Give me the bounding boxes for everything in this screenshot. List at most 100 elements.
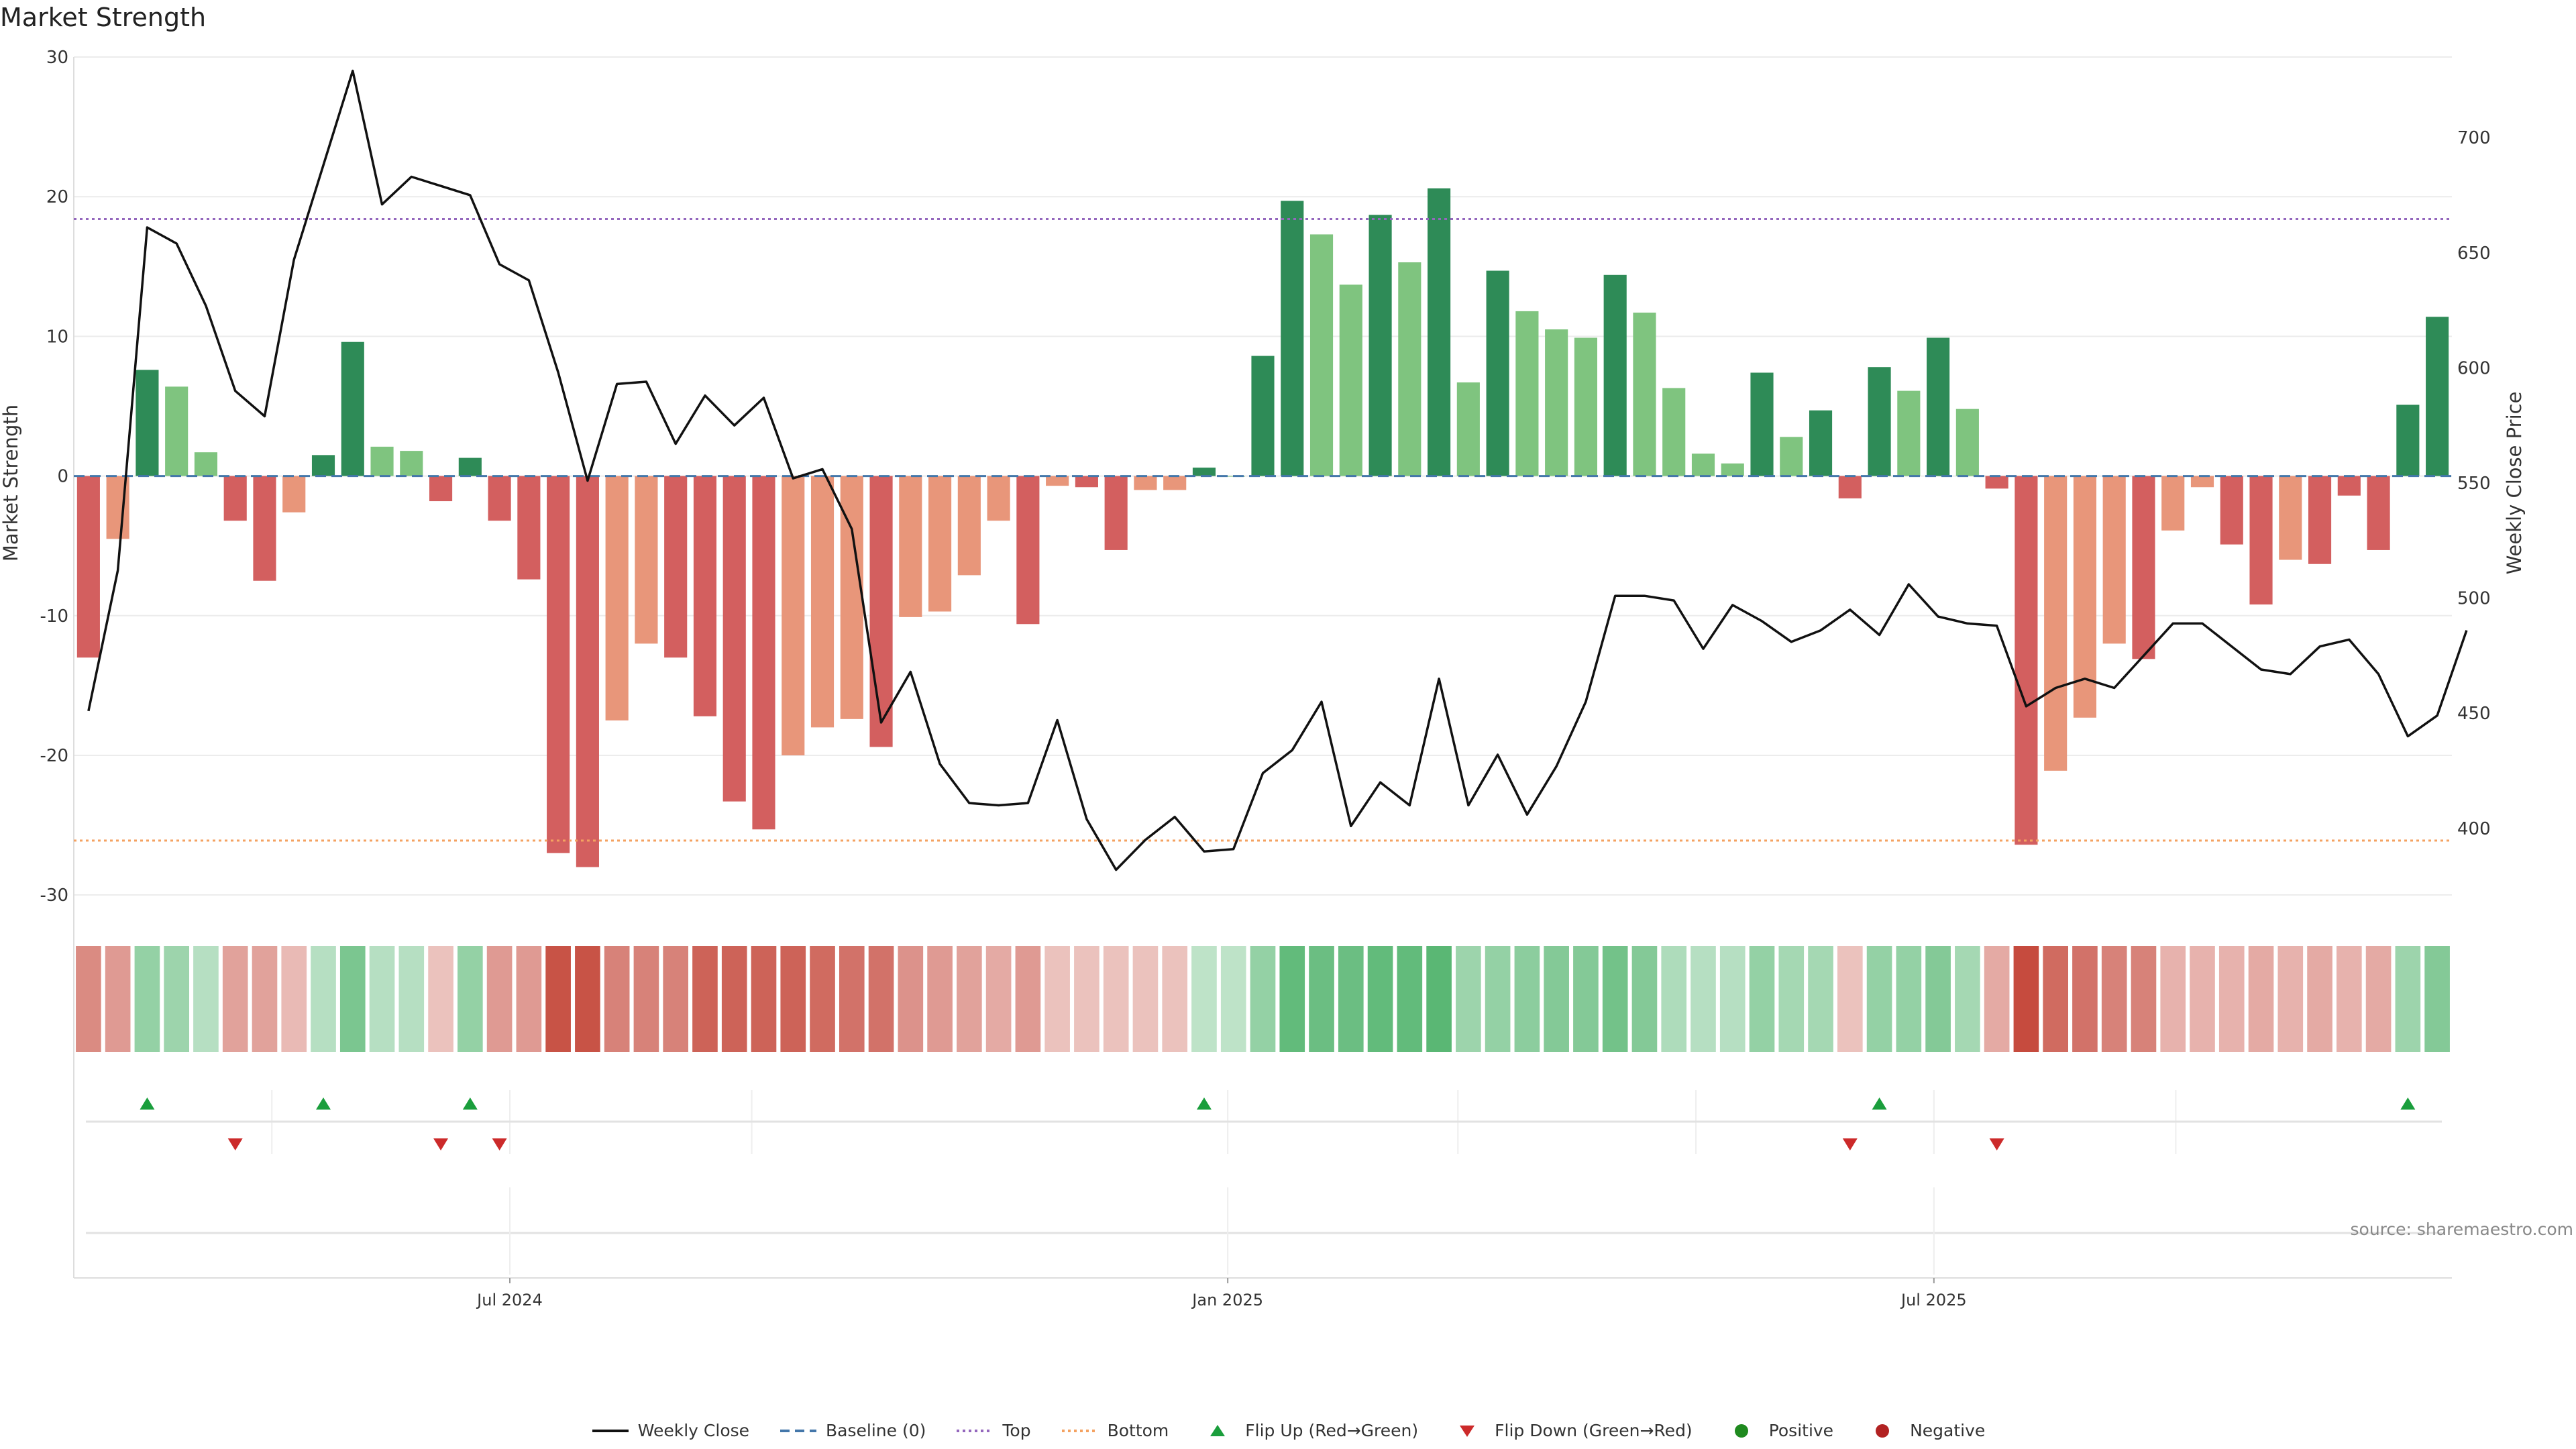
strength-bar	[1134, 476, 1157, 490]
strength-bar	[2367, 476, 2390, 550]
legend: Weekly Close Baseline (0) Top Bottom Flip Up…	[0, 1421, 2576, 1440]
heat-cell	[398, 946, 425, 1052]
flip-up-marker	[2400, 1097, 2416, 1110]
heat-cell	[1367, 946, 1393, 1052]
heat-cell	[1925, 946, 1951, 1052]
heat-cell	[868, 946, 894, 1052]
heat-cell	[898, 946, 924, 1052]
legend-label: Top	[1002, 1421, 1031, 1440]
strength-bar	[1515, 311, 1539, 476]
heat-cell	[458, 946, 483, 1052]
strength-bar	[2132, 476, 2155, 659]
strength-bar	[136, 370, 159, 476]
heat-cell	[1808, 946, 1833, 1052]
heat-cell	[2248, 946, 2274, 1052]
heat-cell	[193, 946, 219, 1052]
heat-cell	[2131, 946, 2157, 1052]
strength-bar	[429, 476, 453, 502]
strength-bar	[1691, 453, 1715, 476]
flip-down-marker	[433, 1138, 449, 1150]
strength-bar	[1251, 356, 1275, 476]
heat-cell	[1719, 946, 1746, 1052]
strength-bar	[2396, 405, 2420, 476]
legend-label: Weekly Close	[637, 1421, 750, 1440]
strength-bar	[1428, 188, 1451, 476]
legend-item: Positive	[1722, 1421, 1833, 1440]
strength-bar	[194, 452, 218, 476]
flip-down-marker	[1989, 1138, 2004, 1150]
strength-bar	[635, 476, 658, 644]
flip-down-marker	[1842, 1138, 1858, 1150]
heat-cell	[2365, 946, 2392, 1052]
heat-cell	[1602, 946, 1628, 1052]
y-tick-label: -30	[40, 885, 68, 906]
strength-bar	[605, 476, 629, 720]
legend-swatch	[957, 1429, 994, 1432]
y2-tick-label: 700	[2457, 128, 2491, 148]
heat-cell	[1485, 946, 1511, 1052]
strength-bar	[517, 476, 541, 580]
heat-cell	[1514, 946, 1540, 1052]
y2-tick-label: 600	[2457, 358, 2491, 378]
strength-bar	[840, 476, 863, 719]
strength-bar	[957, 476, 981, 576]
strength-bar	[1046, 476, 1069, 486]
x-tick-label: Jul 2024	[476, 1291, 543, 1309]
strength-bar	[2190, 476, 2214, 488]
strength-bar	[253, 476, 276, 581]
heat-cell	[1896, 946, 1922, 1052]
y-axis-label-right: Weekly Close Price	[2503, 392, 2526, 575]
heat-cell	[2072, 946, 2098, 1052]
strength-bar	[722, 476, 746, 802]
chart-title: Market Strength	[0, 3, 207, 32]
heat-cell	[2190, 946, 2215, 1052]
strength-bar	[1281, 201, 1304, 476]
strength-bar	[458, 458, 482, 476]
y-tick-label: 10	[46, 327, 68, 347]
strength-bar	[1662, 388, 1686, 476]
strength-bar	[2015, 476, 2038, 845]
strength-bar	[282, 476, 306, 513]
heat-cell	[1866, 946, 1892, 1052]
heat-cell	[1984, 946, 2010, 1052]
heat-cell	[1631, 946, 1658, 1052]
heat-cell	[1074, 946, 1099, 1052]
strength-bar	[1456, 382, 1480, 476]
heat-cell	[2307, 946, 2332, 1052]
heat-cell	[1191, 946, 1217, 1052]
strength-bar	[2044, 476, 2068, 771]
heat-cell	[164, 946, 189, 1052]
heat-cell	[1778, 946, 1805, 1052]
y-tick-label: 30	[46, 48, 68, 68]
y-tick-label: 20	[46, 187, 68, 207]
strength-bar	[1955, 409, 1979, 476]
heat-cell	[810, 946, 835, 1052]
time-axis: Jul 2024 Jan 2025 Jul 2025	[74, 1277, 2452, 1309]
heat-cell	[1103, 946, 1129, 1052]
heat-cell	[1456, 946, 1481, 1052]
heat-cell	[839, 946, 865, 1052]
heat-cell	[281, 946, 307, 1052]
heat-cell	[1250, 946, 1276, 1052]
heat-cell	[1338, 946, 1364, 1052]
heat-cell	[780, 946, 806, 1052]
strength-bar	[1309, 234, 1334, 476]
strength-bar	[1486, 270, 1509, 476]
strength-bar	[1897, 390, 1921, 476]
heat-cell	[1132, 946, 1159, 1052]
heat-cell	[985, 946, 1012, 1052]
strength-bar	[1780, 437, 1803, 476]
strength-bar	[1603, 274, 1627, 476]
strength-bar	[2220, 476, 2243, 545]
y2-tick-label: 450	[2457, 704, 2491, 724]
strength-bar	[370, 446, 394, 476]
heat-cell	[1573, 946, 1599, 1052]
legend-item: Bottom	[1061, 1421, 1169, 1440]
heat-cell	[1220, 946, 1246, 1052]
heat-cell	[2337, 946, 2362, 1052]
legend-swatch	[780, 1429, 817, 1432]
legend-item: Negative	[1863, 1421, 1985, 1440]
heat-cell	[1544, 946, 1569, 1052]
legend-swatch	[1734, 1424, 1748, 1438]
